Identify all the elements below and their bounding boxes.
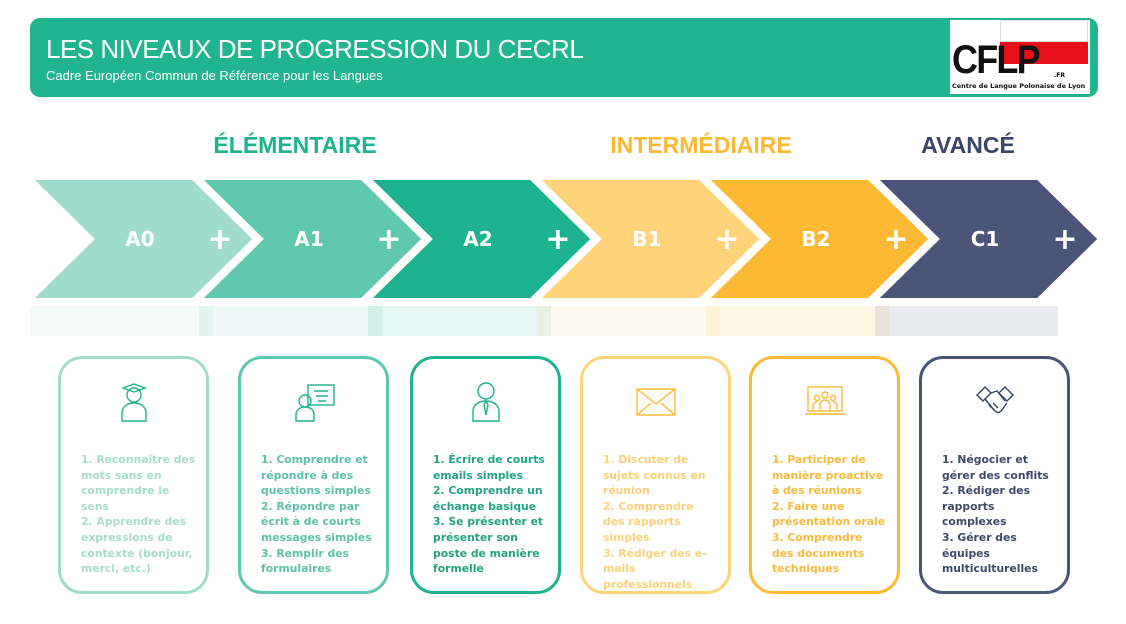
handshake-icon — [975, 386, 1014, 414]
chevron-a2 — [363, 176, 596, 302]
skill-item: 3. Rédiger des e-mails professionnels — [603, 546, 707, 591]
skill-item: 3. Gérer des équipes multiculturelles — [942, 530, 1038, 576]
page-subtitle: Cadre Européen Commun de Référence pour … — [46, 68, 383, 83]
skill-item: 1. Comprendre et répondre à des question… — [261, 453, 371, 498]
level-label: C1 — [971, 227, 1000, 251]
chevron-reflection — [199, 306, 382, 336]
page-title: LES NIVEAUX DE PROGRESSION DU CECRL — [46, 34, 584, 64]
level-label: A2 — [463, 227, 492, 251]
skill-item: 3. Remplir des formulaires — [261, 546, 349, 576]
level-label: A1 — [294, 227, 323, 251]
logo-suffix: .FR — [1054, 72, 1065, 79]
graduate-icon — [120, 383, 147, 422]
level-label: B2 — [801, 227, 830, 251]
plus-icon: + — [207, 222, 232, 257]
group-label-intermediaire: INTERMÉDIAIRE — [610, 132, 792, 158]
skill-list: 1. Discuter de sujets connus en réunion 2… — [603, 452, 718, 592]
chevron-a1 — [194, 176, 427, 302]
skill-item: 1. Écrire de courts emails simples — [433, 453, 545, 482]
skill-item: 2. Rédiger des rapports complexes — [942, 484, 1031, 529]
level-card-a2: 1. Écrire de courts emails simples 2. Com… — [410, 356, 561, 594]
level-card-a1: 1. Comprendre et répondre à des question… — [238, 356, 389, 594]
cflp-logo: CFLP .FR Centre de Langue Polonaise de L… — [950, 20, 1090, 94]
skill-item: 1. Participer de manière proactive à des… — [772, 453, 884, 498]
plus-icon: + — [1052, 222, 1077, 257]
skill-item: 1. Discuter de sujets connus en réunion — [603, 453, 706, 498]
level-chevrons: A0 + A1 + A2 + B1 + B2 + C1 + — [25, 176, 1103, 336]
level-label: A0 — [125, 227, 154, 251]
group-label-avance: AVANCÉ — [921, 132, 1015, 158]
video-meeting-icon — [804, 386, 845, 415]
chevron-a0 — [25, 176, 258, 302]
plus-icon: + — [714, 222, 739, 257]
skill-list: 1. Reconnaître des mots sans en comprend… — [81, 452, 196, 577]
logo-tagline: Centre de Langue Polonaise de Lyon — [952, 82, 1086, 90]
level-card-b1: 1. Discuter de sujets connus en réunion 2… — [580, 356, 731, 594]
flag-white-band — [1000, 20, 1088, 42]
chevron-reflection — [368, 306, 551, 336]
level-card-c1: 1. Négocier et gérer des conflits 2. Rédi… — [919, 356, 1070, 594]
skill-item: 3. Se présenter et présenter son poste d… — [433, 515, 544, 576]
skill-item: 2. Répondre par écrit à de courts messag… — [261, 499, 372, 544]
envelope-icon — [635, 388, 676, 416]
level-card-a0: 1. Reconnaître des mots sans en comprend… — [58, 356, 209, 594]
header-banner: LES NIVEAUX DE PROGRESSION DU CECRL Cadr… — [30, 18, 1098, 97]
skill-item: 1. Reconnaître des mots sans en comprend… — [81, 453, 196, 513]
chevron-reflection — [875, 306, 1058, 336]
level-label: B1 — [632, 227, 661, 251]
skill-item: 2. Apprendre des expressions de contexte… — [81, 515, 193, 576]
plus-icon: + — [545, 222, 570, 257]
skill-item: 2. Comprendre un échange basique — [433, 484, 543, 513]
skill-item: 1. Négocier et gérer des conflits — [942, 453, 1049, 482]
skill-item: 3. Comprendre des documents techniques — [772, 530, 865, 576]
skill-list: 1. Comprendre et répondre à des question… — [261, 452, 376, 577]
skill-list: 1. Participer de manière proactive à des… — [772, 452, 887, 577]
chevron-reflection — [30, 306, 213, 336]
flag-red-band — [1000, 42, 1088, 64]
chevron-reflection — [537, 306, 720, 336]
presenter-board-icon — [294, 384, 335, 422]
chevron-reflection — [706, 306, 889, 336]
skill-list: 1. Écrire de courts emails simples 2. Com… — [433, 452, 548, 577]
plus-icon: + — [376, 222, 401, 257]
skill-list: 1. Négocier et gérer des conflits 2. Rédi… — [942, 452, 1057, 577]
group-label-elementaire: ÉLÉMENTAIRE — [213, 132, 377, 158]
logo-text: CFLP — [952, 38, 1041, 82]
plus-icon: + — [883, 222, 908, 257]
chevron-c1 — [870, 176, 1103, 302]
chevron-b1 — [532, 176, 765, 302]
businessman-icon — [471, 382, 500, 422]
chevron-b2 — [701, 176, 934, 302]
skill-item: 2. Faire une présentation orale — [772, 499, 886, 529]
level-card-b2: 1. Participer de manière proactive à des… — [749, 356, 900, 594]
skill-item: 2. Comprendre des rapports simples — [603, 499, 694, 544]
